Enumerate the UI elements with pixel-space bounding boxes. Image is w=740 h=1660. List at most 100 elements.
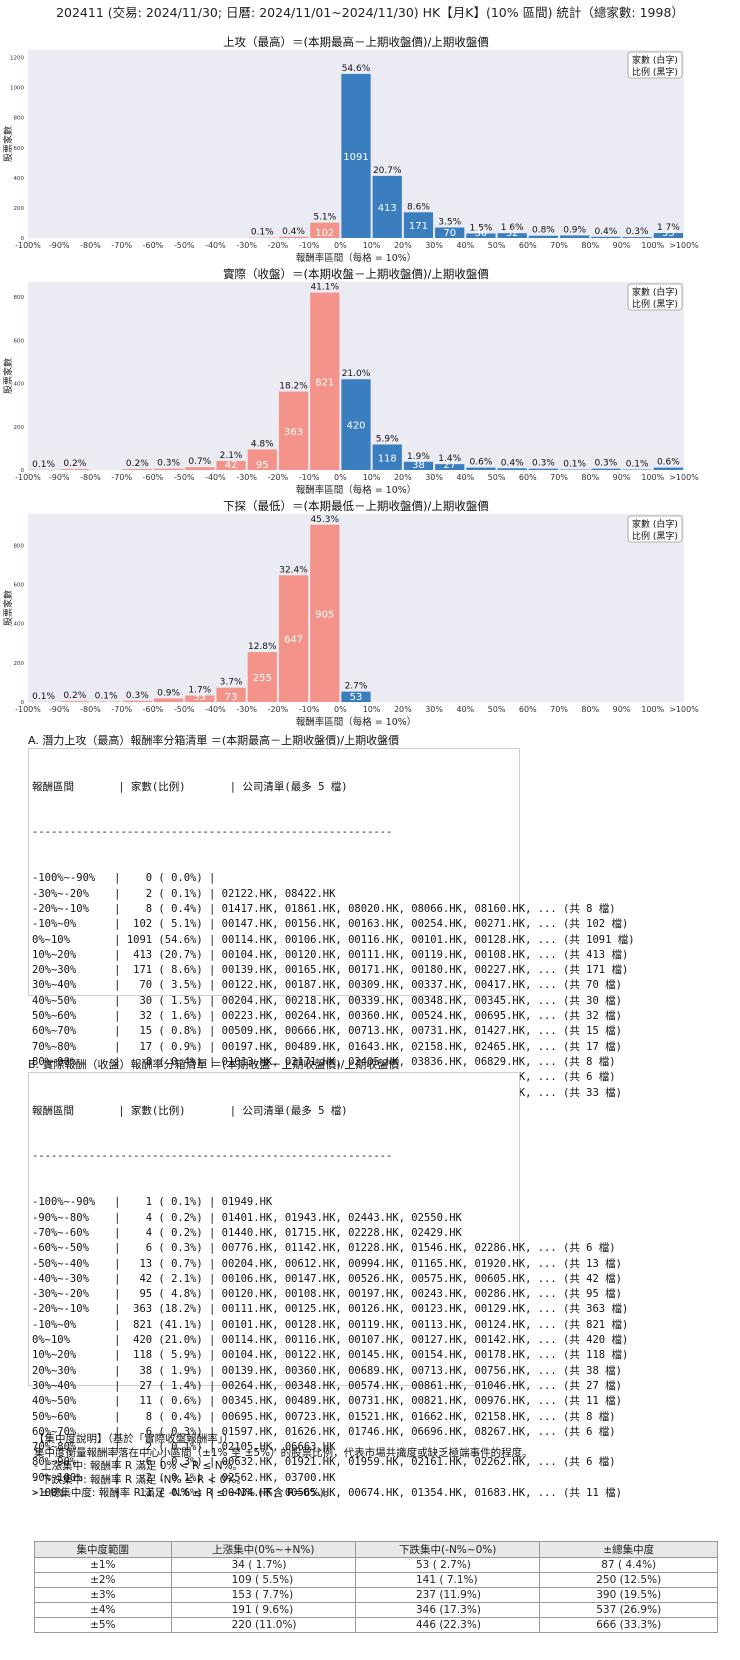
bar: [653, 467, 683, 470]
chart-title: 上攻（最高）＝(本期最高－上期收盤價)/上期收盤價: [223, 36, 489, 49]
table-a-row: 0%~10% | 1091 (54.6%) | 00114.HK, 00106.…: [32, 933, 635, 946]
x-tick-label: -90%: [49, 705, 70, 714]
table-b-row: 20%~30% | 38 ( 1.9%) | 00139.HK, 00360.H…: [32, 1364, 622, 1377]
x-tick-label: 40%: [456, 241, 474, 250]
bar: [122, 469, 152, 470]
x-tick-label: -20%: [268, 241, 289, 250]
table-a-header: 報酬區間 | 家數(比例) | 公司清單(最多 5 檔): [32, 780, 348, 793]
table-cell: 109 ( 5.5%): [170, 1572, 357, 1588]
x-axis-label: 報酬率區間（每格 = 10%）: [296, 252, 417, 264]
legend-item: 家數 (白字): [632, 286, 678, 298]
bar-percent-label: 0.3%: [157, 459, 180, 469]
legend-item: 比例 (黑字): [632, 66, 678, 78]
x-tick-label: 10%: [363, 705, 381, 714]
table-cell: ±5%: [34, 1617, 172, 1633]
bar: [435, 227, 465, 238]
x-tick-label: -60%: [143, 705, 164, 714]
table-b-row: >100% | 11 ( 0.6%) | 00434.HK, 00565.HK,…: [32, 1487, 622, 1500]
x-tick-label: -100%: [15, 473, 41, 482]
bar-percent-label: 4.8%: [251, 439, 274, 449]
bar-count-label: 647: [284, 635, 303, 646]
bar-count-label: 53: [350, 692, 363, 703]
x-tick-label: 100%: [641, 473, 664, 482]
bar-percent-label: 18.2%: [279, 382, 308, 392]
bar: [216, 687, 246, 702]
x-tick-label: -10%: [299, 705, 320, 714]
x-tick-label: -90%: [49, 241, 70, 250]
bar: [153, 468, 184, 470]
legend-box: [627, 283, 683, 311]
bar: [591, 236, 621, 238]
chart-title: 下探（最低）＝(本期最低－上期收盤價)/上期收盤價: [223, 500, 489, 513]
concentration-table: 集中度範圍 上漲集中(0%~+N%) 下跌集中(-N%~0%) ±總集中度 ±1…: [34, 1541, 718, 1633]
x-tick-label: -50%: [174, 705, 195, 714]
bar-percent-label: 0.3%: [532, 459, 555, 469]
bar-count-label: 102: [315, 228, 334, 239]
bar: [403, 212, 434, 238]
x-tick-label: -80%: [80, 473, 101, 482]
x-axis-label: 報酬率區間（每格 = 10%）: [296, 484, 417, 496]
x-tick-label: -60%: [143, 241, 164, 250]
table-b: 報酬區間 | 家數(比例) | 公司清單(最多 5 檔) -----------…: [32, 1073, 628, 1517]
table-a-separator: ----------------------------------------…: [32, 826, 392, 839]
bar-percent-label: 3.7%: [220, 678, 243, 688]
legend-box: [627, 515, 683, 543]
x-tick-label: 60%: [519, 241, 537, 250]
table-cell: 141 ( 7.1%): [354, 1572, 541, 1588]
concentration-body: ±1% 34 ( 1.7%) 53 ( 2.7%) 87 ( 4.4%) ±2% 109 …: [34, 1557, 718, 1633]
x-tick-label: 100%: [641, 241, 664, 250]
table-cell: 250 (12.5%): [539, 1572, 718, 1588]
x-tick-label: -30%: [236, 473, 257, 482]
x-tick-label: 10%: [363, 473, 381, 482]
bar-percent-label: 5.1%: [313, 213, 336, 223]
bar-percent-label: 54.6%: [342, 64, 371, 74]
x-tick-label: 100%: [641, 705, 664, 714]
y-tick-label: 800: [14, 116, 25, 122]
x-tick-label: 40%: [456, 705, 474, 714]
table-row: ±5% 220 (11.0%) 446 (22.3%) 666 (33.3%): [34, 1617, 718, 1633]
table-a-box: [28, 748, 520, 996]
table-b-row: -100%~-90% | 1 ( 0.1%) | 01949.HK: [32, 1196, 273, 1209]
table-a-row: -30%~-20% | 2 ( 0.1%) | 02122.HK, 08422.…: [32, 887, 336, 900]
x-tick-label: -40%: [205, 473, 226, 482]
table-a-row: 30%~40% | 70 ( 3.5%) | 00122.HK, 00187.H…: [32, 979, 622, 992]
x-tick-label: >100%: [669, 705, 699, 714]
y-tick-label: 800: [14, 295, 25, 301]
table-cell: 191 ( 9.6%): [170, 1602, 357, 1618]
bar-percent-label: 1.4%: [438, 454, 461, 464]
table-b-row: -30%~-20% | 95 ( 4.8%) | 00120.HK, 00108…: [32, 1288, 622, 1301]
table-b-row: -20%~-10% | 363 (18.2%) | 00111.HK, 0012…: [32, 1303, 629, 1316]
x-tick-label: 60%: [519, 705, 537, 714]
table-a-row: -100%~-90% | 0 ( 0.0%) |: [32, 872, 216, 885]
table-a-row: 40%~50% | 30 ( 1.5%) | 00204.HK, 00218.H…: [32, 994, 622, 1007]
x-tick-label: -70%: [111, 241, 132, 250]
bar-count-label: 33: [662, 228, 675, 239]
x-tick-label: -80%: [80, 241, 101, 250]
table-b-row: -50%~-40% | 13 ( 0.7%) | 00204.HK, 00612…: [32, 1257, 622, 1270]
x-tick-label: 40%: [456, 473, 474, 482]
y-tick-label: 0: [21, 236, 25, 242]
bar-percent-label: 0.3%: [626, 227, 649, 237]
bar: [435, 464, 465, 470]
bar: [185, 695, 215, 702]
x-tick-label: 90%: [613, 241, 631, 250]
x-tick-label: 20%: [394, 241, 412, 250]
bar-percent-label: 0.3%: [126, 691, 149, 701]
bar: [466, 467, 496, 470]
bar-count-label: 33: [193, 692, 206, 703]
x-tick-label: -70%: [111, 473, 132, 482]
bar-percent-label: 41.1%: [310, 283, 339, 293]
table-cell: ±3%: [34, 1587, 172, 1603]
y-tick-label: 400: [14, 622, 25, 628]
bar-count-label: 821: [315, 377, 334, 388]
x-tick-label: 0%: [334, 473, 347, 482]
col-header: 集中度範圍: [34, 1541, 172, 1558]
x-tick-label: 30%: [425, 241, 443, 250]
bar-count-label: 27: [443, 460, 456, 471]
bar-count-label: 38: [412, 460, 425, 471]
bar-count-label: 70: [443, 228, 456, 239]
chart-upside-high: 上攻（最高）＝(本期最高－上期收盤價)/上期收盤價 0 200 400 600 800 10…: [2, 36, 699, 264]
bar-percent-label: 45.3%: [310, 515, 339, 525]
concentration-bullet: - ±總集中度: 報酬率 R 滿足 -N% ≤ R ≤ +N% (不含 R=0%…: [34, 1487, 335, 1499]
col-header: ±總集中度: [539, 1541, 718, 1558]
